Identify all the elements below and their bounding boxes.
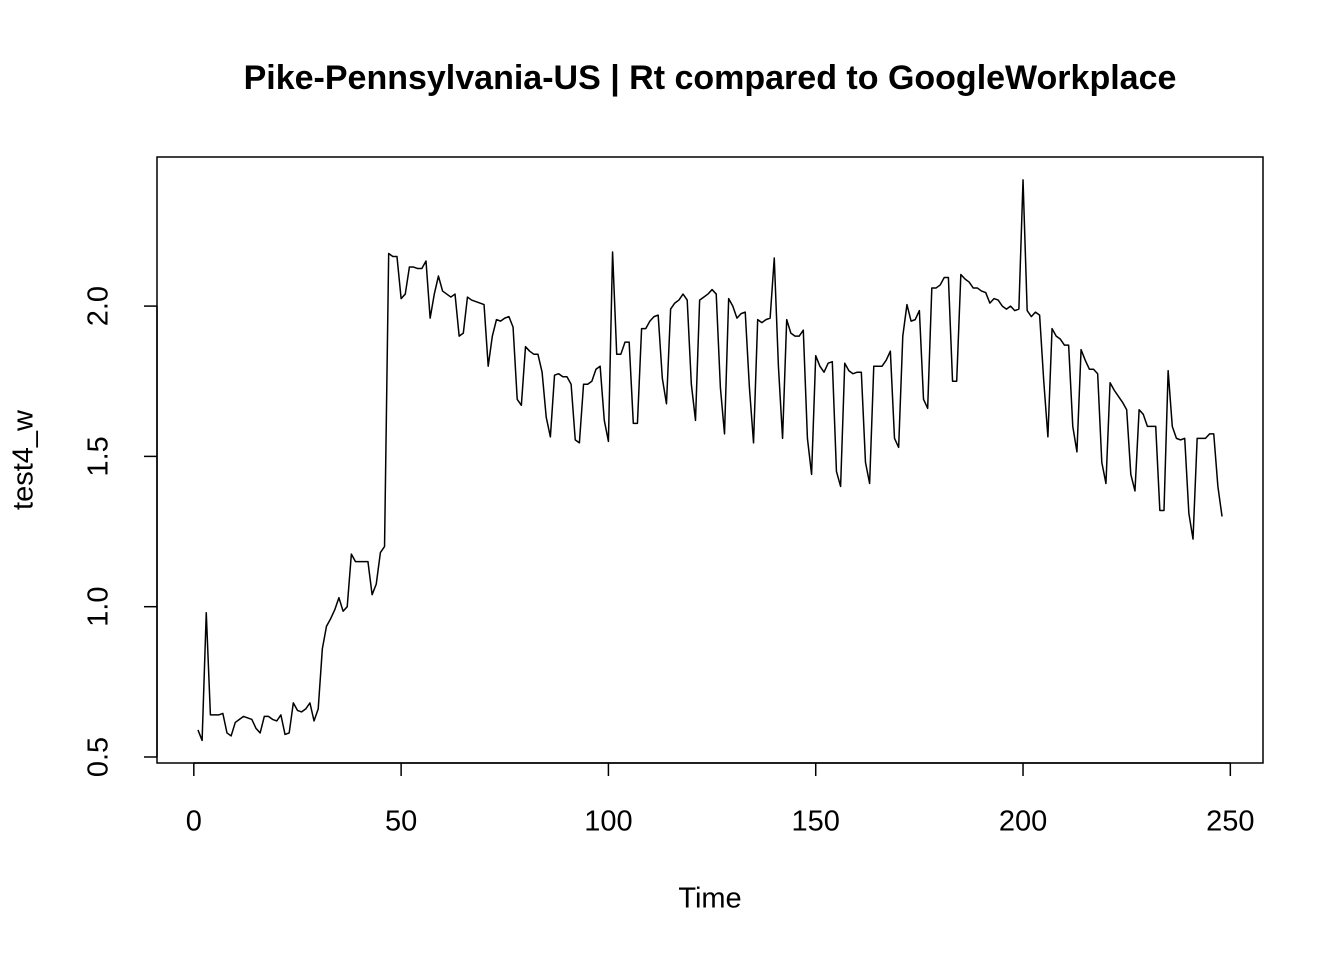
y-tick-label: 1.0	[83, 587, 115, 627]
x-tick-label: 100	[584, 806, 632, 838]
y-tick-label: 0.5	[83, 737, 115, 777]
x-tick-label: 200	[999, 806, 1047, 838]
x-axis-label: Time	[678, 883, 741, 915]
x-tick-label: 150	[792, 806, 840, 838]
y-tick-label: 2.0	[83, 286, 115, 326]
data-line	[197, 179, 1223, 742]
x-tick-label: 0	[186, 806, 202, 838]
x-tick-label: 250	[1206, 806, 1254, 838]
chart-title: Pike-Pennsylvania-US | Rt compared to Go…	[244, 59, 1177, 97]
y-axis-label: test4_w	[8, 409, 40, 510]
y-tick-label: 1.5	[83, 436, 115, 476]
x-tick-label: 50	[385, 806, 417, 838]
